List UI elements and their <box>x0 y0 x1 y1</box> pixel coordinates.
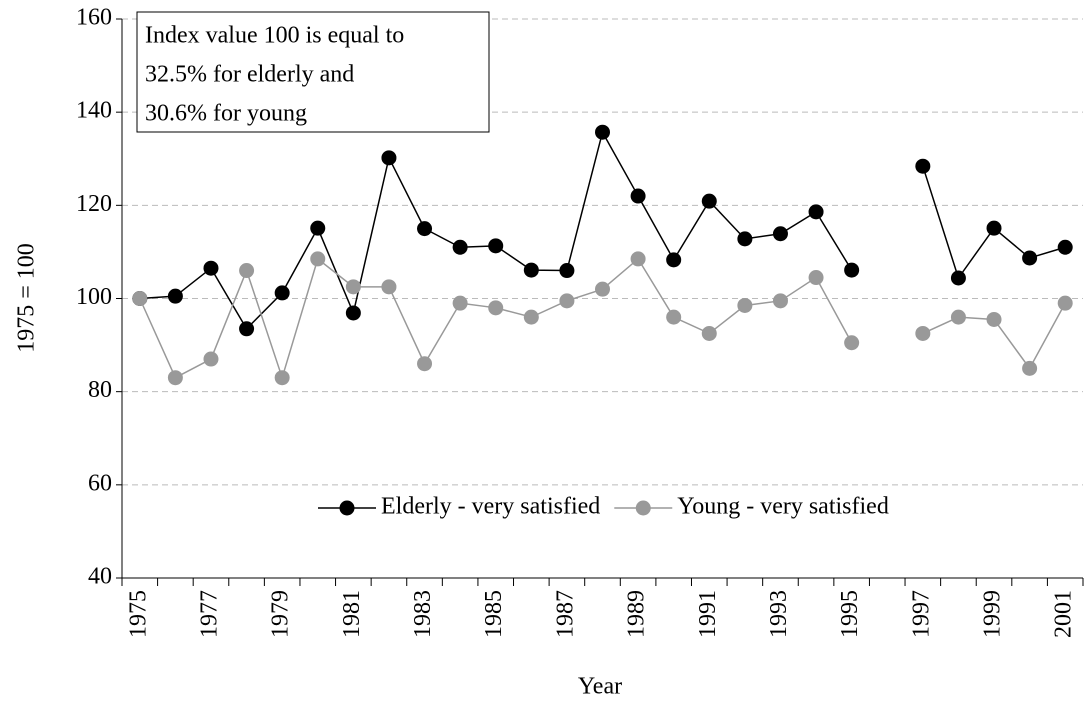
data-point <box>701 325 717 341</box>
legend-marker <box>339 500 355 516</box>
data-point <box>203 351 219 367</box>
legend-label: Elderly - very satisfied <box>381 494 600 520</box>
annotation-text: 32.5% for elderly and <box>145 62 354 88</box>
x-tick-label: 1975 <box>125 590 151 638</box>
data-point <box>452 239 468 255</box>
x-tick-label: 1997 <box>908 590 934 638</box>
y-tick-label: 80 <box>88 377 112 403</box>
data-point <box>737 297 753 313</box>
data-point <box>915 325 931 341</box>
x-tick-label: 1999 <box>980 590 1006 638</box>
y-tick-label: 60 <box>88 470 112 496</box>
data-point <box>310 251 326 267</box>
x-tick-label: 1991 <box>695 590 721 638</box>
data-point <box>452 295 468 311</box>
data-point <box>737 231 753 247</box>
data-point <box>239 321 255 337</box>
legend-marker <box>635 500 651 516</box>
data-point <box>1057 239 1073 255</box>
data-point <box>523 309 539 325</box>
data-point <box>488 238 504 254</box>
x-tick-label: 1995 <box>837 590 863 638</box>
annotation-box <box>136 11 490 133</box>
data-point <box>274 285 290 301</box>
data-point <box>132 291 148 306</box>
x-tick-label: 1989 <box>624 590 650 638</box>
data-point <box>1022 360 1038 376</box>
data-point <box>274 370 290 386</box>
data-point <box>808 204 824 220</box>
data-point <box>310 220 326 236</box>
data-point <box>381 150 397 166</box>
legend-label: Young - very satisfied <box>677 494 889 520</box>
data-point <box>1057 295 1073 311</box>
data-point <box>167 288 183 304</box>
data-point <box>986 220 1002 236</box>
data-point <box>417 356 433 372</box>
x-tick-label: 1983 <box>410 590 436 638</box>
data-point <box>630 188 646 204</box>
y-tick-label: 120 <box>76 191 112 217</box>
x-tick-label: 1979 <box>268 590 294 638</box>
data-point <box>950 309 966 325</box>
x-tick-label: 1985 <box>481 590 507 638</box>
x-tick-label: 1981 <box>339 590 365 638</box>
annotation-text: 30.6% for young <box>145 101 307 127</box>
y-tick-label: 100 <box>76 284 112 310</box>
x-tick-label: 1987 <box>552 590 578 638</box>
data-point <box>239 263 255 279</box>
data-point <box>772 293 788 309</box>
data-point <box>559 263 575 279</box>
series-line <box>139 257 1066 381</box>
data-point <box>417 221 433 237</box>
data-point <box>986 311 1002 327</box>
data-point <box>345 279 361 295</box>
data-point <box>666 252 682 268</box>
data-point <box>950 270 966 286</box>
data-point <box>915 158 931 174</box>
x-tick-label: 1993 <box>766 590 792 638</box>
y-tick-label: 40 <box>88 564 112 590</box>
data-point <box>488 300 504 316</box>
data-point <box>772 226 788 242</box>
y-axis-label: 1975 = 100 <box>14 243 40 353</box>
x-tick-label: 2001 <box>1051 590 1077 638</box>
data-point <box>345 305 361 321</box>
y-tick-label: 140 <box>76 98 112 124</box>
x-axis-label: Year <box>578 674 622 700</box>
data-point <box>701 193 717 209</box>
data-point <box>1022 250 1038 266</box>
data-point <box>203 260 219 276</box>
data-point <box>167 370 183 386</box>
data-point <box>381 279 397 295</box>
data-point <box>595 124 610 140</box>
data-point <box>808 270 824 286</box>
data-point <box>559 293 575 309</box>
data-point <box>595 281 610 297</box>
x-tick-label: 1977 <box>196 590 222 638</box>
data-point <box>844 335 860 351</box>
data-point <box>523 262 539 278</box>
data-point <box>666 309 682 325</box>
annotation-text: Index value 100 is equal to <box>145 23 404 49</box>
data-point <box>630 251 646 267</box>
data-point <box>844 262 860 278</box>
y-tick-label: 160 <box>76 5 112 31</box>
